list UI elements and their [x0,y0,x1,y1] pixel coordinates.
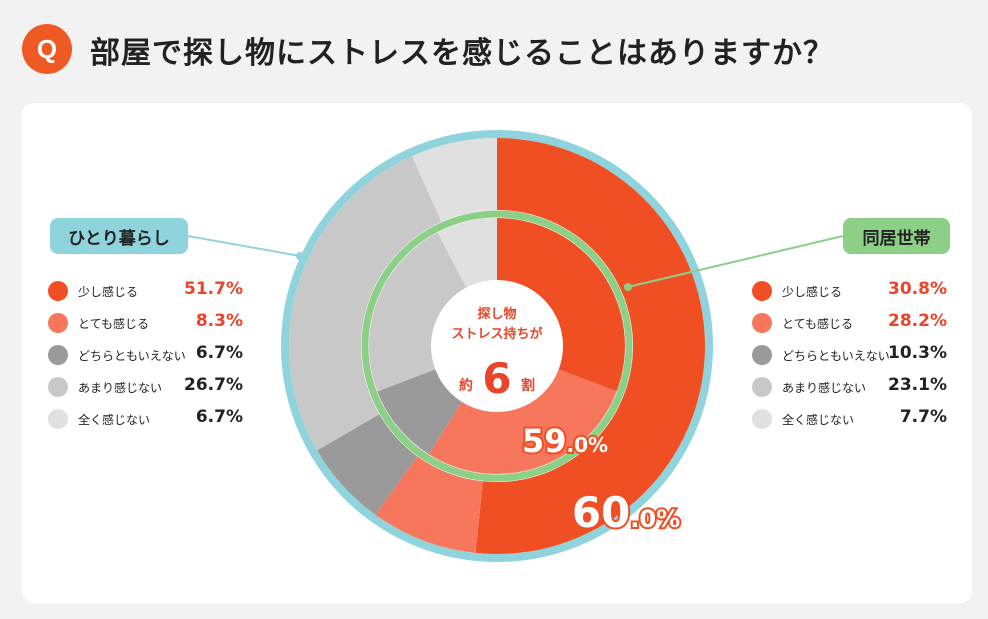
legend-family: 少し感じる 30.8% とても感じる 28.2% どちらともいえない 10.3% あまり感じ… [752,279,952,439]
legend-swatch [752,409,772,429]
inner-segment [437,218,497,288]
outer-total-label: 60.0% [572,488,680,537]
center-circle [433,282,561,410]
inner-segment [377,369,462,455]
legend-label: 全く感じない [78,413,151,427]
legend-swatch [48,281,68,301]
legend-label: 少し感じる [78,285,139,299]
legend-value: 8.3% [195,311,243,331]
outer-segment [289,156,442,451]
legend-row: あまり感じない 26.7% [48,375,248,407]
legend-value: 28.2% [888,311,947,331]
legend-swatch [48,313,68,333]
inner-donut-series [369,218,626,474]
question-title: 部屋で探し物にストレスを感じることはありますか？ [90,36,834,71]
group-tag-family: 同居世帯 [843,218,950,254]
legend-label: どちらともいえない [78,349,186,363]
legend-value: 10.3% [888,343,947,363]
center-line2: ストレス持ちが [451,326,542,342]
legend-value: 6.7% [195,343,243,363]
legend-swatch [48,409,68,429]
inner-segment [369,232,467,392]
outer-donut-series [289,138,705,554]
legend-single: 少し感じる 51.7% とても感じる 8.3% どちらともいえない 6.7% あまり感じない… [48,279,248,439]
legend-row: どちらともいえない 10.3% [752,343,952,375]
legend-row: 少し感じる 51.7% [48,279,248,311]
legend-swatch [752,345,772,365]
legend-row: 全く感じない 7.7% [752,407,952,439]
legend-label: 全く感じない [782,413,855,427]
outer-ring-border [281,130,713,562]
legend-label: 少し感じる [782,285,843,299]
outer-segment [475,138,705,554]
connector-left-dot [296,252,304,260]
inner-segment [497,218,626,392]
legend-row: あまり感じない 23.1% [752,375,952,407]
group-tag-single: ひとり暮らし [50,218,188,254]
connector-right [627,235,844,288]
legend-label: とても感じる [78,317,150,331]
legend-row: 少し感じる 30.8% [752,279,952,311]
connector-left [187,235,301,257]
legend-value: 23.1% [888,375,947,395]
legend-value: 51.7% [184,279,243,299]
legend-row: どちらともいえない 6.7% [48,343,248,375]
center-number: 6 [482,354,511,403]
outer-segment [317,414,418,515]
inner-segment [428,369,617,474]
legend-swatch [48,377,68,397]
legend-label: とても感じる [782,317,854,331]
center-suffix: 割 [521,377,535,394]
legend-label: あまり感じない [78,381,163,395]
outer-segment [412,138,497,222]
legend-row: とても感じる 28.2% [752,311,952,343]
connector-right-dot [624,283,632,291]
legend-value: 26.7% [184,375,243,395]
legend-swatch [752,313,772,333]
outer-segment [375,456,483,553]
inner-total-label: 59.0% [522,422,608,460]
question-badge: Q [22,24,72,74]
legend-value: 30.8% [888,279,947,299]
legend-value: 7.7% [899,407,947,427]
legend-swatch [752,377,772,397]
legend-row: とても感じる 8.3% [48,311,248,343]
center-line1: 探し物 [477,306,516,322]
legend-label: あまり感じない [782,381,867,395]
center-prefix: 約 [459,377,473,394]
legend-row: 全く感じない 6.7% [48,407,248,439]
legend-label: どちらともいえない [782,349,890,363]
legend-value: 6.7% [195,407,243,427]
legend-swatch [48,345,68,365]
legend-swatch [752,281,772,301]
